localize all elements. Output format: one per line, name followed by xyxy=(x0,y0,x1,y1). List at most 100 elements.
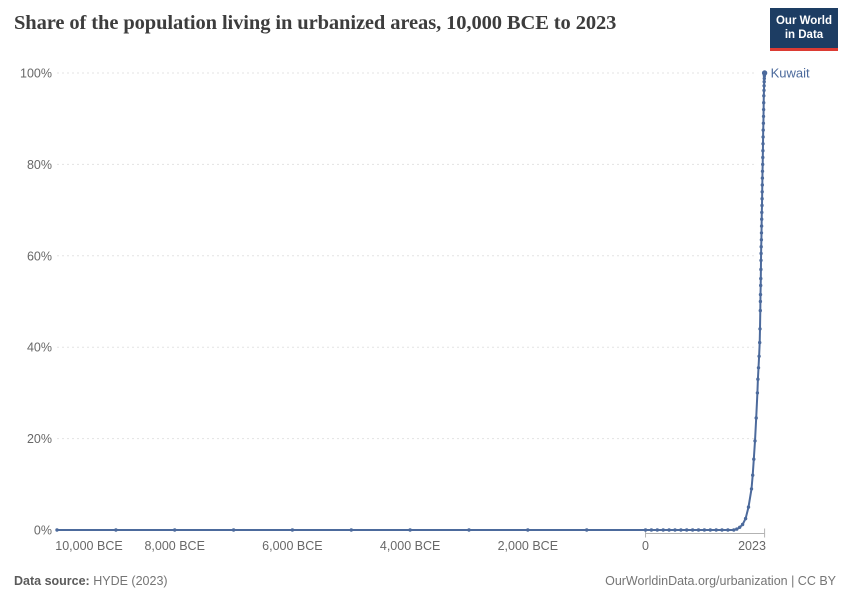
series-point[interactable] xyxy=(760,210,764,215)
series-point[interactable] xyxy=(761,114,766,119)
series-point[interactable] xyxy=(743,516,748,521)
owid-logo[interactable]: Our World in Data xyxy=(770,8,838,51)
y-tick-label-80: 80% xyxy=(27,158,52,172)
series-label-kuwait[interactable]: Kuwait xyxy=(771,66,810,81)
series-line-kuwait[interactable] xyxy=(56,72,766,531)
series-point[interactable] xyxy=(290,528,295,532)
series-point[interactable] xyxy=(762,80,766,84)
series-point[interactable] xyxy=(526,528,530,532)
series-point[interactable] xyxy=(726,528,730,532)
series-point[interactable] xyxy=(749,487,754,491)
series-point[interactable] xyxy=(762,88,766,93)
series-point[interactable] xyxy=(761,128,765,132)
series-point[interactable] xyxy=(759,258,763,263)
series-point[interactable] xyxy=(708,528,712,532)
series-point[interactable] xyxy=(761,149,765,153)
series-point[interactable] xyxy=(756,377,760,381)
series-point[interactable] xyxy=(760,183,764,187)
series-point[interactable] xyxy=(759,267,763,272)
series-point[interactable] xyxy=(661,528,665,532)
series-point[interactable] xyxy=(714,528,718,532)
series-point[interactable] xyxy=(757,354,761,358)
series-point[interactable] xyxy=(732,528,736,532)
series-point[interactable] xyxy=(690,528,695,532)
series-point[interactable] xyxy=(761,121,766,125)
chart-title: Share of the population living in urbani… xyxy=(14,12,617,34)
series-point[interactable] xyxy=(760,217,764,221)
x-tick-label: 10,000 BCE xyxy=(55,539,122,553)
series-point[interactable] xyxy=(667,528,671,532)
series-point[interactable] xyxy=(760,169,765,173)
x-tick-label: 2,000 BCE xyxy=(498,539,558,553)
series-point[interactable] xyxy=(740,522,745,527)
series-point[interactable] xyxy=(751,473,755,477)
owid-logo-line1: Our World xyxy=(775,15,832,27)
series-point[interactable] xyxy=(173,528,177,532)
series-point[interactable] xyxy=(673,528,677,532)
series-point[interactable] xyxy=(754,416,758,420)
series-point[interactable] xyxy=(679,528,683,532)
series-point[interactable] xyxy=(758,299,763,304)
series-point[interactable] xyxy=(758,340,762,345)
series-point[interactable] xyxy=(758,292,763,297)
series-point[interactable] xyxy=(408,528,412,532)
series-point[interactable] xyxy=(585,528,589,532)
series-point[interactable] xyxy=(685,528,689,532)
series-point[interactable] xyxy=(761,142,765,146)
series-point[interactable] xyxy=(752,457,756,461)
series-point[interactable] xyxy=(746,505,751,509)
data-source-label: Data source: xyxy=(14,574,90,588)
series-point[interactable] xyxy=(702,528,707,532)
series-point[interactable] xyxy=(761,155,765,160)
series-point[interactable] xyxy=(55,528,59,532)
series-point[interactable] xyxy=(755,391,760,395)
series-point[interactable] xyxy=(753,439,757,443)
y-tick-label-20: 20% xyxy=(27,432,52,446)
series-point[interactable] xyxy=(760,176,765,180)
series-point[interactable] xyxy=(759,238,764,242)
series-point[interactable] xyxy=(759,231,764,235)
x-tick-label: 6,000 BCE xyxy=(262,539,322,553)
series-point[interactable] xyxy=(759,276,763,281)
series-point[interactable] xyxy=(761,107,766,112)
series-point[interactable] xyxy=(758,308,762,313)
series-point[interactable] xyxy=(762,84,766,88)
series-point[interactable] xyxy=(762,101,766,105)
series-point[interactable] xyxy=(649,528,654,532)
series-point[interactable] xyxy=(655,528,659,532)
chart-footer: Data source: HYDE (2023) OurWorldinData.… xyxy=(14,574,836,588)
series-point[interactable] xyxy=(762,76,766,81)
y-tick-label-40: 40% xyxy=(27,341,52,355)
series-point[interactable] xyxy=(759,245,763,249)
series-point[interactable] xyxy=(762,94,766,98)
series-point[interactable] xyxy=(738,525,742,529)
series-point[interactable] xyxy=(759,251,763,256)
series-point[interactable] xyxy=(760,203,764,208)
owid-logo-line2: in Data xyxy=(784,29,824,42)
series-point[interactable] xyxy=(759,224,764,228)
series-point[interactable] xyxy=(231,528,236,532)
series-point[interactable] xyxy=(349,528,353,532)
series-point[interactable] xyxy=(760,197,764,201)
line-chart[interactable]: 0% 20% 40% 60% 80% 100% 10,000 BCE 8,000 BCE 6,0… xyxy=(0,58,850,563)
series-end-point-kuwait[interactable] xyxy=(761,70,768,76)
series-point[interactable] xyxy=(114,528,118,532)
series-point[interactable] xyxy=(760,190,764,194)
y-tick-label-60: 60% xyxy=(27,249,52,263)
series-point[interactable] xyxy=(735,527,739,531)
series-point[interactable] xyxy=(756,366,761,370)
series-point[interactable] xyxy=(696,528,701,532)
series-point[interactable] xyxy=(467,528,471,532)
y-tick-label-100: 100% xyxy=(20,67,52,81)
series-point[interactable] xyxy=(761,162,765,167)
series-point[interactable] xyxy=(643,528,648,532)
x-tick-label: 8,000 BCE xyxy=(144,539,204,553)
y-tick-label-0: 0% xyxy=(34,524,52,538)
series-point[interactable] xyxy=(720,528,724,532)
series-point[interactable] xyxy=(761,135,765,139)
series-point[interactable] xyxy=(759,283,763,288)
series-point[interactable] xyxy=(758,327,762,331)
license-note[interactable]: OurWorldinData.org/urbanization | CC BY xyxy=(605,574,836,588)
x-tick-label: 0 xyxy=(642,539,649,553)
